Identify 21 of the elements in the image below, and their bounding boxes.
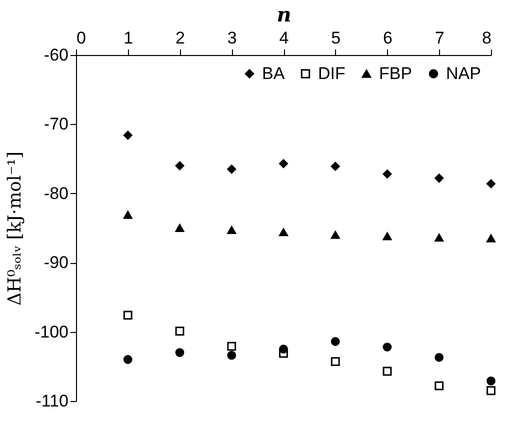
legend-label: BA bbox=[262, 64, 286, 83]
legend-label: FBP bbox=[379, 64, 412, 83]
x-tick-label: 2 bbox=[176, 28, 185, 48]
y-axis-title: ΔH⁰ₛₒₗᵥ [kJ·mol⁻¹] bbox=[4, 152, 26, 306]
y-tick-label: -110 bbox=[36, 392, 68, 410]
x-tick-label: 0 bbox=[76, 28, 86, 48]
x-tick-label: 5 bbox=[331, 28, 341, 48]
y-tick-label: -100 bbox=[34, 322, 68, 342]
x-axis-title: n bbox=[276, 2, 292, 26]
x-tick-label: 1 bbox=[124, 28, 134, 48]
y-tick-label: -70 bbox=[44, 114, 68, 134]
legend-label: DIF bbox=[318, 64, 346, 83]
x-tick-label: 7 bbox=[434, 28, 444, 48]
x-tick-label: 3 bbox=[227, 28, 237, 48]
y-tick-label: -60 bbox=[44, 46, 68, 64]
y-tick-label: -90 bbox=[44, 253, 68, 272]
x-tick-label: 8 bbox=[482, 28, 492, 48]
y-tick-label: -80 bbox=[44, 184, 68, 203]
x-tick-label: 6 bbox=[383, 28, 392, 48]
legend-label: NAP bbox=[446, 64, 481, 83]
x-tick-label: 4 bbox=[279, 28, 289, 48]
